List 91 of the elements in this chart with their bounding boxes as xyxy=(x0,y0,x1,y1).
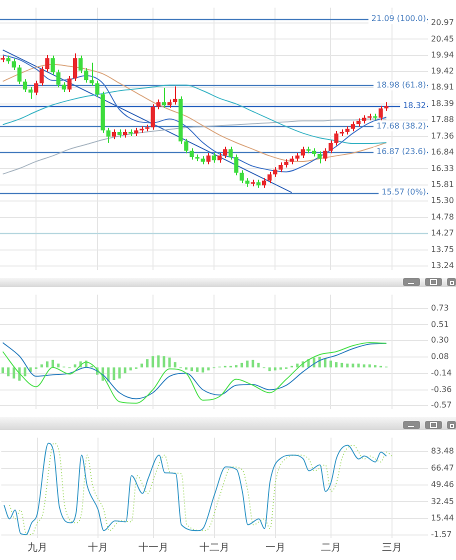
bar xyxy=(162,356,166,368)
y-tick-label: 19.94 xyxy=(431,50,454,60)
bar xyxy=(190,367,194,372)
bar xyxy=(268,367,271,372)
bar xyxy=(279,367,282,370)
bar xyxy=(346,364,349,368)
bar xyxy=(24,367,26,376)
bar xyxy=(296,364,299,368)
y-tick-label: 14.27 xyxy=(431,228,454,238)
y-tick-label: -0.36 xyxy=(431,384,452,394)
y-tick-label: 49.46 xyxy=(431,480,454,490)
y-tick-label: 19.42 xyxy=(431,66,454,76)
x-tick-label: 三月 xyxy=(382,542,402,554)
bar xyxy=(74,364,76,368)
bar xyxy=(257,362,260,368)
bar xyxy=(335,362,338,368)
y-tick-label: 0.08 xyxy=(431,352,449,361)
y-tick-label: 13.75 xyxy=(431,244,454,254)
bar xyxy=(2,367,4,374)
y-tick-label: 14.78 xyxy=(431,212,454,222)
candlestick xyxy=(250,179,255,187)
y-tick-label: -0.14 xyxy=(431,368,452,378)
bar xyxy=(352,364,354,368)
candlestick xyxy=(384,102,388,112)
bar xyxy=(174,362,176,368)
bar xyxy=(340,362,344,368)
bar xyxy=(168,358,171,368)
y-tick-label: -1.57 xyxy=(431,530,452,540)
y-tick-label: 15.81 xyxy=(431,180,454,190)
bar xyxy=(252,360,254,368)
bar xyxy=(12,367,16,379)
bar xyxy=(362,364,366,368)
x-tick-label: 十一月 xyxy=(138,542,169,554)
bar xyxy=(129,367,132,370)
y-tick-label: 66.47 xyxy=(431,463,454,472)
y-tick-label: 83.48 xyxy=(431,446,454,456)
y-tick-label: 17.36 xyxy=(431,131,454,140)
ref-line-label: 16.87 (23.6) xyxy=(376,146,426,156)
candlestick xyxy=(145,124,150,132)
bar xyxy=(7,367,10,376)
x-tick-label: 九月 xyxy=(27,542,48,554)
y-tick-label: 16.33 xyxy=(431,164,454,173)
y-tick-label: 18.39 xyxy=(431,99,454,108)
bar xyxy=(57,364,60,368)
bar xyxy=(196,367,199,372)
ref-line-label: 17.68 (38.2) xyxy=(376,121,426,130)
bar xyxy=(140,364,143,368)
candlestick xyxy=(373,113,378,121)
y-tick-label: 20.45 xyxy=(431,34,454,44)
bar xyxy=(152,356,154,368)
y-tick-label: 18.91 xyxy=(431,82,454,92)
candlestick xyxy=(306,146,311,154)
bar xyxy=(40,364,43,368)
y-tick-label: 32.45 xyxy=(431,496,454,506)
x-tick-label: 十月 xyxy=(88,542,108,554)
bar xyxy=(274,367,276,370)
ref-line-label: 15.57 (0%) xyxy=(382,188,426,197)
bar xyxy=(368,364,371,368)
x-tick-label: 一月 xyxy=(266,542,286,554)
y-tick-label: 16.84 xyxy=(431,148,454,157)
bar xyxy=(112,367,116,380)
bar xyxy=(357,364,360,368)
candlestick xyxy=(290,156,294,165)
bar xyxy=(184,367,188,370)
bar xyxy=(118,367,121,379)
bar xyxy=(202,367,204,373)
bar xyxy=(124,367,126,374)
y-tick-label: 17.88 xyxy=(431,115,454,124)
y-tick-label: 15.44 xyxy=(431,514,454,523)
ref-line-label: 18.32 xyxy=(403,101,426,110)
y-tick-label: 15.30 xyxy=(431,196,454,206)
x-tick-label: 十二月 xyxy=(200,542,230,554)
bar xyxy=(246,360,249,368)
y-tick-label: 0.73 xyxy=(431,303,449,312)
y-tick-label: 20.97 xyxy=(431,18,454,27)
bar xyxy=(240,362,244,368)
y-tick-label: -0.57 xyxy=(431,400,452,410)
bar xyxy=(329,360,332,368)
bar xyxy=(146,359,149,368)
bar xyxy=(46,361,48,368)
bar xyxy=(52,360,54,368)
candlestick xyxy=(368,113,372,121)
y-tick-label: 13.24 xyxy=(431,260,454,270)
ref-line-label: 21.09 (100.0) xyxy=(371,14,426,24)
y-tick-label: 0.30 xyxy=(431,335,449,344)
bar xyxy=(207,367,210,370)
x-tick-label: 二月 xyxy=(321,542,342,554)
y-tick-label: 0.51 xyxy=(431,320,449,329)
ref-line-label: 18.98 (61.8) xyxy=(376,80,426,90)
bar xyxy=(157,355,160,368)
bar xyxy=(324,358,326,368)
